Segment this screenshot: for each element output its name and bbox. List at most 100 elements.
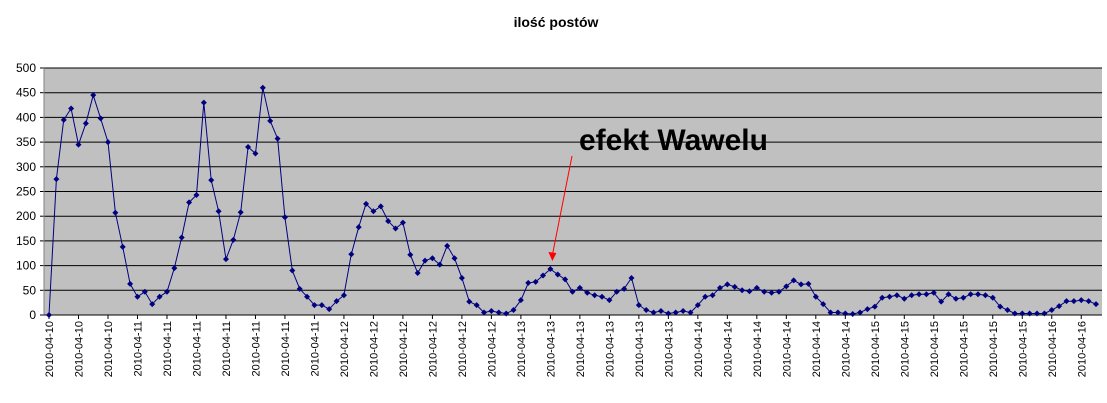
data-point: [812, 293, 819, 300]
data-point: [281, 214, 288, 221]
data-point: [716, 284, 723, 291]
x-tick-label: 2010-04-16: [1106, 321, 1107, 377]
data-point: [274, 135, 281, 142]
data-point: [259, 84, 266, 91]
data-point: [60, 116, 67, 123]
data-point: [178, 234, 185, 241]
data-point: [643, 307, 650, 314]
data-point: [680, 308, 687, 315]
data-point: [805, 280, 812, 287]
x-tick-label: 2010-04-14: [693, 321, 705, 377]
data-point: [451, 255, 458, 262]
data-point: [842, 310, 849, 317]
x-tick-label: 2010-04-15: [929, 321, 941, 377]
data-point: [267, 117, 274, 124]
data-point: [694, 302, 701, 309]
data-point: [97, 115, 104, 122]
data-point: [908, 292, 915, 299]
data-point: [318, 302, 325, 309]
data-point: [893, 292, 900, 299]
data-point: [377, 203, 384, 210]
y-tick-label: 300: [16, 160, 36, 174]
data-point: [68, 105, 75, 112]
data-point: [1019, 310, 1026, 317]
annotation-group: efekt Wawelu: [548, 124, 768, 262]
data-point: [1070, 298, 1077, 305]
x-tick-label: 2010-04-13: [516, 321, 528, 377]
x-tick-label: 2010-04-13: [575, 321, 587, 377]
data-point: [392, 225, 399, 232]
data-point: [665, 310, 672, 317]
data-point: [517, 297, 524, 304]
data-point: [46, 312, 52, 318]
data-point: [790, 277, 797, 284]
x-tick-label: 2010-04-15: [958, 321, 970, 377]
data-point: [591, 292, 598, 299]
data-point: [149, 301, 156, 308]
chart-title: ilość postów: [514, 14, 599, 30]
x-tick-label: 2010-04-10: [73, 321, 85, 377]
data-point: [429, 255, 436, 262]
data-point: [1063, 298, 1070, 305]
x-tick-label: 2010-04-13: [545, 321, 557, 377]
data-point: [414, 270, 421, 277]
data-point: [547, 266, 554, 273]
annotation-label: efekt Wawelu: [579, 124, 768, 157]
x-tick-label: 2010-04-12: [457, 321, 469, 377]
y-tick-label: 150: [16, 234, 36, 248]
data-point: [606, 297, 613, 304]
y-tick-label: 500: [16, 61, 36, 75]
data-point: [864, 306, 871, 313]
data-point: [687, 309, 694, 316]
data-point: [975, 291, 982, 298]
data-point: [1093, 301, 1099, 308]
data-point: [930, 289, 937, 296]
data-point: [296, 285, 303, 292]
data-point: [849, 311, 856, 318]
data-point: [960, 294, 967, 301]
data-point: [525, 279, 532, 286]
data-point: [1011, 310, 1018, 317]
data-point: [289, 267, 296, 274]
x-tick-label: 2010-04-16: [1047, 321, 1059, 377]
data-point: [702, 293, 709, 300]
data-point: [119, 243, 126, 250]
data-point: [1048, 307, 1055, 314]
data-point: [444, 242, 451, 249]
x-tick-label: 2010-04-15: [988, 321, 1000, 377]
x-tick-label: 2010-04-11: [162, 321, 174, 376]
data-point: [311, 302, 318, 309]
x-tick-label: 2010-04-14: [781, 321, 793, 377]
data-point: [481, 309, 488, 316]
data-point: [761, 288, 768, 295]
series-posts: [46, 84, 1099, 318]
data-point: [186, 199, 193, 206]
data-point: [326, 306, 333, 313]
data-point: [458, 274, 465, 281]
y-tick-label: 100: [16, 259, 36, 273]
x-axis: 2010-04-10 2010-04-10 2010-04-10 2010-04-11…: [44, 314, 1107, 377]
data-point: [834, 309, 841, 316]
data-point: [857, 309, 864, 316]
x-tick-label: 2010-04-12: [427, 321, 439, 377]
data-point: [193, 191, 200, 198]
x-tick-label: 2010-04-14: [722, 321, 734, 377]
x-tick-label: 2010-04-12: [339, 321, 351, 377]
data-point: [554, 271, 561, 278]
y-axis: 0 50 100 150 200 250 300 350 400 450 500: [16, 61, 45, 322]
x-tick-label: 2010-04-15: [870, 321, 882, 377]
data-point: [540, 272, 547, 279]
x-tick-label: 2010-04-11: [191, 321, 203, 376]
y-tick-label: 250: [16, 185, 36, 199]
x-tick-label: 2010-04-14: [840, 321, 852, 377]
data-point: [724, 281, 731, 288]
data-point: [304, 293, 311, 300]
data-point: [820, 301, 827, 308]
data-point: [237, 209, 244, 216]
data-point: [938, 298, 945, 305]
y-tick-label: 450: [16, 86, 36, 100]
data-point: [252, 150, 259, 157]
data-point: [1004, 307, 1011, 314]
data-point: [1085, 298, 1092, 305]
data-point: [370, 208, 377, 215]
